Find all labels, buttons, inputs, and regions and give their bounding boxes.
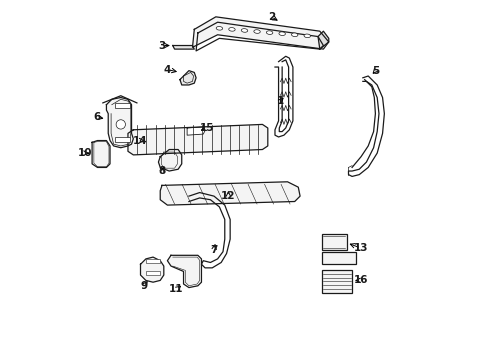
Circle shape bbox=[116, 120, 125, 129]
Text: 16: 16 bbox=[353, 275, 367, 285]
Polygon shape bbox=[160, 182, 300, 205]
Text: 7: 7 bbox=[210, 245, 217, 255]
Ellipse shape bbox=[304, 34, 310, 38]
Ellipse shape bbox=[291, 33, 297, 37]
Text: 5: 5 bbox=[371, 66, 378, 76]
Bar bbox=[115, 137, 129, 142]
Ellipse shape bbox=[241, 29, 247, 32]
Text: 12: 12 bbox=[221, 191, 235, 201]
Ellipse shape bbox=[253, 30, 260, 33]
Text: 9: 9 bbox=[140, 281, 147, 291]
Text: 6: 6 bbox=[94, 112, 101, 122]
Polygon shape bbox=[180, 71, 196, 85]
Polygon shape bbox=[140, 257, 163, 282]
Text: 2: 2 bbox=[267, 12, 274, 22]
Ellipse shape bbox=[216, 27, 222, 30]
Polygon shape bbox=[128, 125, 267, 155]
Polygon shape bbox=[158, 149, 182, 171]
Polygon shape bbox=[192, 17, 328, 49]
Text: 10: 10 bbox=[78, 148, 92, 158]
Text: 3: 3 bbox=[158, 41, 165, 50]
Bar bbox=[321, 270, 351, 293]
Bar bbox=[145, 259, 160, 263]
Ellipse shape bbox=[228, 28, 235, 31]
Text: 14: 14 bbox=[133, 136, 147, 145]
Text: 11: 11 bbox=[169, 284, 183, 294]
Bar bbox=[321, 252, 355, 264]
Bar bbox=[145, 271, 160, 275]
Bar bbox=[321, 234, 346, 250]
Bar bbox=[115, 103, 129, 108]
Polygon shape bbox=[92, 140, 110, 167]
Text: 8: 8 bbox=[158, 166, 165, 176]
Polygon shape bbox=[317, 31, 328, 49]
Polygon shape bbox=[167, 255, 201, 288]
Polygon shape bbox=[106, 98, 133, 148]
Text: 4: 4 bbox=[163, 64, 171, 75]
Text: 1: 1 bbox=[276, 96, 284, 106]
Text: 13: 13 bbox=[353, 243, 367, 253]
Polygon shape bbox=[172, 45, 194, 49]
Ellipse shape bbox=[278, 32, 285, 36]
Text: 15: 15 bbox=[199, 123, 214, 133]
Ellipse shape bbox=[266, 31, 272, 35]
Polygon shape bbox=[187, 127, 204, 135]
